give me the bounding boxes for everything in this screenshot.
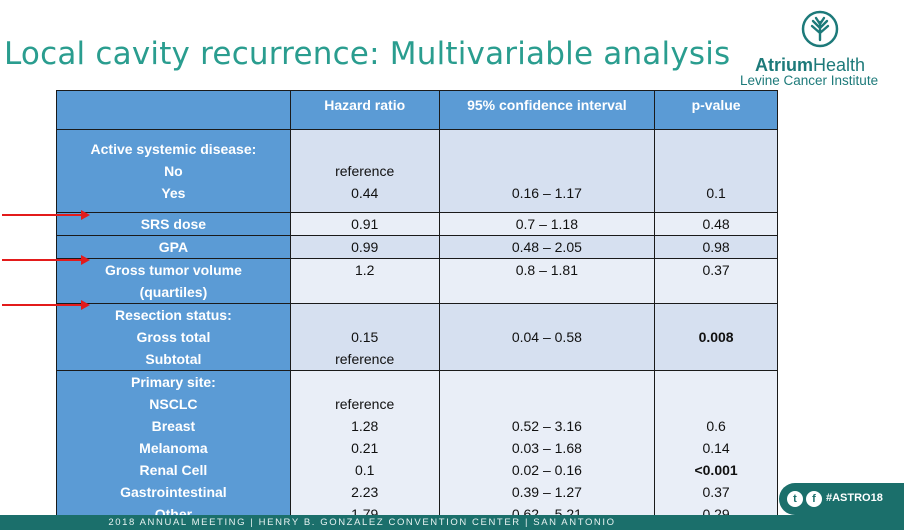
row-label: Gross total [136, 329, 211, 345]
table-row-gpa: GPA 0.99 0.48 – 2.05 0.98 [56, 235, 778, 259]
row-label: Breast [151, 418, 196, 434]
logo-brand: AtriumHealth [755, 55, 866, 75]
atrium-health-logo: AtriumHealth Levine Cancer Institute [738, 10, 904, 90]
hashtag: #ASTRO18 [826, 492, 883, 504]
table-row-primary-site: Primary site: NSCLC Breast Melanoma Rena… [56, 370, 778, 526]
p-value-significant: <0.001 [694, 462, 738, 478]
row-label: GPA [158, 239, 189, 255]
ci-value: 0.7 – 1.18 [515, 216, 578, 232]
hazard-ratio-value: 1.28 [351, 418, 379, 434]
p-value: 0.37 [702, 262, 730, 278]
slide-title: Local cavity recurrence: Multivariable a… [4, 36, 731, 72]
p-value: 0.37 [702, 484, 730, 500]
table-row-active-systemic-disease: Active systemic disease: No Yes referenc… [56, 129, 778, 213]
footer-text: 2018 ANNUAL MEETING | HENRY B. GONZALEZ … [108, 517, 616, 528]
p-value [655, 393, 777, 415]
row-label: SRS dose [140, 216, 207, 232]
table-row-gross-tumor-volume: Gross tumor volume (quartiles) 1.2 0.8 –… [56, 258, 778, 304]
hazard-ratio-value: 0.21 [351, 440, 379, 456]
ci-value: 0.48 – 2.05 [511, 239, 582, 255]
hazard-ratio-value: reference [335, 163, 395, 179]
footer-bar: 2018 ANNUAL MEETING | HENRY B. GONZALEZ … [0, 515, 904, 530]
p-value: 0.14 [702, 440, 730, 456]
ci-value: 0.02 – 0.16 [511, 462, 582, 478]
p-value: 0.98 [702, 239, 730, 255]
hazard-ratio-value: 0.91 [351, 216, 379, 232]
ci-value: 0.8 – 1.81 [515, 262, 578, 278]
table-row-resection-status: Resection status: Gross total Subtotal 0… [56, 303, 778, 371]
ci-value [440, 160, 655, 182]
arrow-srs-dose [2, 210, 90, 220]
row-label: Primary site: [130, 374, 216, 390]
p-value [655, 348, 777, 370]
twitter-icon: t [787, 491, 803, 507]
hazard-ratio-value: 0.1 [354, 462, 375, 478]
multivariable-table: Hazard ratio 95% confidence interval p-v… [56, 90, 778, 526]
row-label: Gastrointestinal [120, 484, 227, 500]
p-value [655, 371, 777, 393]
ci-value: 0.03 – 1.68 [511, 440, 582, 456]
ci-value [440, 304, 655, 326]
row-label: Renal Cell [139, 462, 208, 478]
hazard-ratio-value: 1.2 [354, 262, 375, 278]
ci-value [440, 138, 655, 160]
hazard-ratio-value: 2.23 [351, 484, 379, 500]
table-row-srs-dose: SRS dose 0.91 0.7 – 1.18 0.48 [56, 212, 778, 236]
hazard-ratio-value [291, 371, 439, 393]
header-variable [56, 90, 291, 130]
row-label: Subtotal [145, 351, 202, 367]
row-label: Gross tumor volume [104, 262, 242, 278]
hazard-ratio-value [291, 138, 439, 160]
hazard-ratio-value: 0.44 [351, 185, 379, 201]
row-label: NSCLC [149, 396, 198, 412]
social-badge: t f #ASTRO18 [779, 483, 904, 515]
hazard-ratio-value: reference [335, 351, 395, 367]
header-p-value: p-value [654, 90, 778, 130]
p-value [655, 304, 777, 326]
row-label: Yes [161, 185, 186, 201]
p-value [655, 138, 777, 160]
logo-subtitle: Levine Cancer Institute [740, 73, 879, 88]
ci-value [440, 371, 655, 393]
facebook-icon: f [806, 491, 822, 507]
ci-value: 0.04 – 0.58 [511, 329, 582, 345]
row-label: Resection status: [115, 307, 232, 323]
hazard-ratio-value: 0.99 [351, 239, 379, 255]
row-label: Melanoma [139, 440, 208, 456]
p-value-significant: 0.008 [698, 329, 734, 345]
row-label: Active systemic disease: [90, 141, 257, 157]
row-label: (quartiles) [139, 284, 208, 300]
ci-value [440, 348, 655, 370]
hazard-ratio-value: 0.15 [351, 329, 379, 345]
ci-value: 0.16 – 1.17 [511, 185, 582, 201]
header-confidence-interval: 95% confidence interval [438, 90, 656, 130]
arrow-resection-status [2, 300, 90, 310]
hazard-ratio-value [291, 304, 439, 326]
ci-value [440, 393, 655, 415]
arrow-gross-tumor-volume [2, 255, 90, 265]
row-label: No [164, 163, 183, 179]
p-value: 0.6 [706, 418, 726, 434]
p-value [655, 160, 777, 182]
p-value: 0.48 [702, 216, 730, 232]
hazard-ratio-value: reference [335, 396, 395, 412]
table-header-row: Hazard ratio 95% confidence interval p-v… [56, 90, 778, 130]
ci-value: 0.52 – 3.16 [511, 418, 582, 434]
ci-value: 0.39 – 1.27 [511, 484, 582, 500]
tree-logo-icon [801, 10, 839, 48]
p-value: 0.1 [706, 185, 726, 201]
header-hazard-ratio: Hazard ratio [289, 90, 440, 130]
